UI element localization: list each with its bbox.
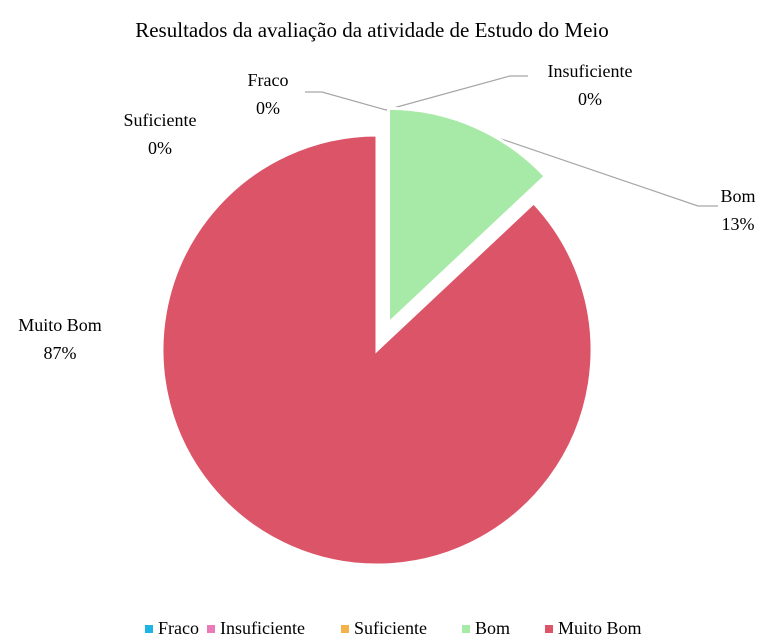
leader-line bbox=[474, 129, 718, 207]
leader-line bbox=[385, 75, 528, 111]
data-label-value: 87% bbox=[44, 343, 77, 363]
legend-marker bbox=[462, 625, 470, 633]
data-label-category: Suficiente bbox=[124, 110, 197, 130]
chart-title: Resultados da avaliação da atividade de … bbox=[135, 18, 609, 42]
data-label-value: 0% bbox=[256, 98, 280, 118]
data-label-category: Insuficiente bbox=[548, 61, 633, 81]
data-label-category: Bom bbox=[720, 186, 755, 206]
legend-marker bbox=[207, 625, 215, 633]
data-label-value: 13% bbox=[722, 214, 755, 234]
data-label-value: 0% bbox=[148, 138, 172, 158]
data-label-category: Fraco bbox=[248, 70, 289, 90]
pie-slice bbox=[160, 133, 594, 567]
data-label-category: Muito Bom bbox=[18, 315, 102, 335]
legend-marker bbox=[341, 625, 349, 633]
legend-label: Muito Bom bbox=[558, 618, 642, 638]
data-label-value: 0% bbox=[578, 89, 602, 109]
legend-label: Suficiente bbox=[354, 618, 427, 638]
legend-marker bbox=[145, 625, 153, 633]
legend-label: Bom bbox=[475, 618, 510, 638]
legend-marker bbox=[545, 625, 553, 633]
pie-slice bbox=[387, 106, 548, 327]
leader-line bbox=[305, 91, 387, 111]
legend-label: Insuficiente bbox=[220, 618, 305, 638]
legend-label: Fraco bbox=[158, 618, 199, 638]
